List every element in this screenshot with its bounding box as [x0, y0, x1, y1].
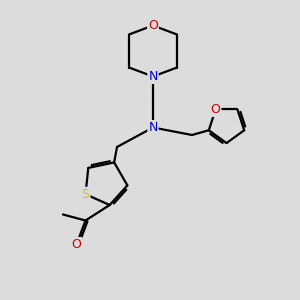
Text: O: O: [148, 19, 158, 32]
Text: O: O: [72, 238, 81, 251]
Text: N: N: [148, 70, 158, 83]
Text: N: N: [148, 121, 158, 134]
Text: S: S: [82, 188, 89, 201]
Text: O: O: [211, 103, 220, 116]
